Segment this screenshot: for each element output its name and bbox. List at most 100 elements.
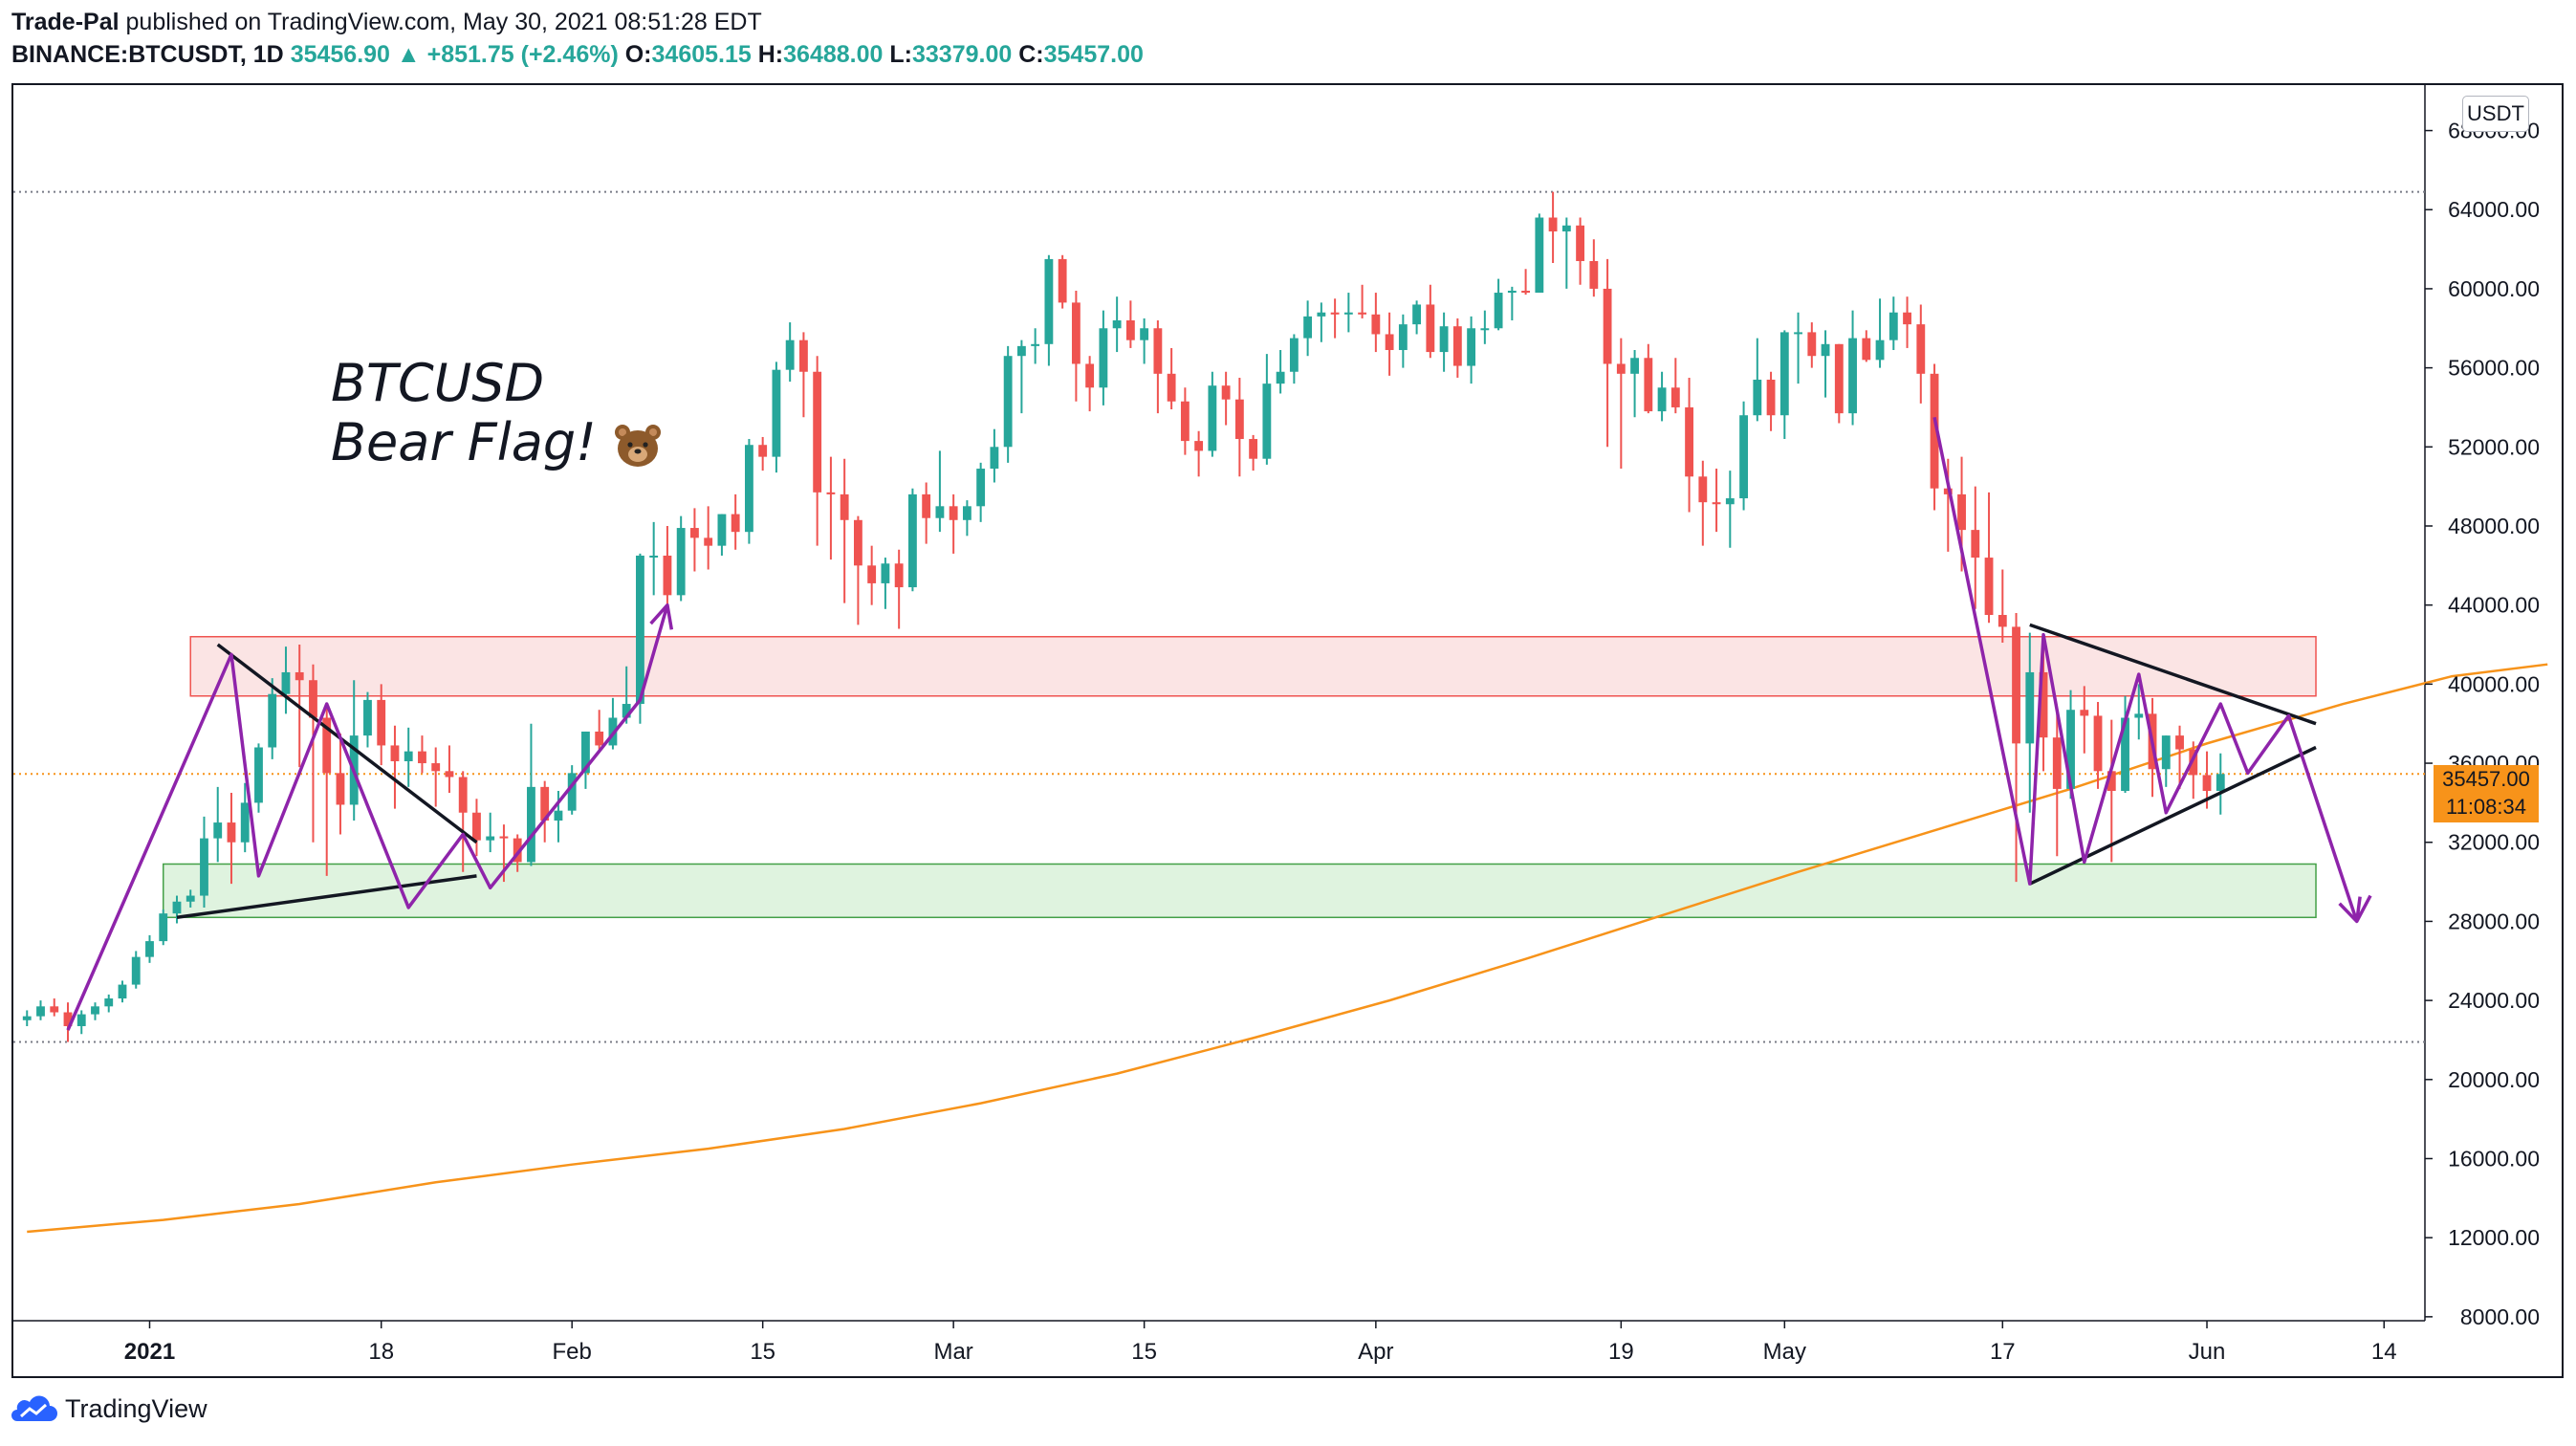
candle-body	[690, 528, 699, 538]
last-price-tag-value: 35457.00	[2442, 767, 2530, 791]
candle-body	[1371, 314, 1381, 335]
candle-body	[717, 514, 727, 546]
moving-average-layer	[27, 663, 2548, 1234]
time-tick-label: 15	[1131, 1339, 1157, 1365]
tradingview-cloud-icon	[11, 1395, 57, 1421]
footer[interactable]: TradingView	[10, 1394, 207, 1424]
candle-body	[309, 680, 317, 718]
candle-body	[390, 745, 400, 761]
price-axis[interactable]: 8000.00 12000.00 16000.00 20000.00 24000.00 2…	[2425, 119, 2540, 1329]
candle-body	[636, 555, 644, 705]
candle-body	[404, 751, 413, 761]
candle-body	[213, 822, 223, 839]
candle-body	[1330, 312, 1340, 315]
candle-body	[499, 836, 509, 839]
projection-path	[1932, 416, 2359, 922]
candle-body	[772, 369, 781, 457]
candle-body	[1670, 387, 1680, 407]
candle-body	[1916, 324, 1926, 374]
trend-line	[2029, 745, 2317, 886]
candle-body	[1249, 439, 1258, 459]
high-label: H:	[757, 41, 784, 68]
high-value: 36488.00	[783, 41, 884, 68]
candle-body	[418, 751, 426, 764]
candle-body	[1535, 217, 1544, 294]
candle-body	[63, 1012, 73, 1026]
candle-body	[1794, 332, 1802, 335]
candle-body	[1262, 383, 1272, 459]
chart-annotation[interactable]: BTCUSD Bear Flag!	[331, 354, 663, 472]
candle-body	[2161, 735, 2171, 770]
candle-body	[1971, 530, 1980, 559]
candle-body	[1630, 358, 1639, 374]
candle-body	[1112, 319, 1122, 329]
candle-body	[1031, 343, 1040, 346]
candle-body	[2093, 715, 2103, 772]
candle-body	[1140, 328, 1149, 340]
time-tick-label: 14	[2371, 1339, 2397, 1365]
candle-body	[50, 1006, 59, 1013]
candle-body	[1303, 316, 1313, 339]
candle-body	[799, 340, 808, 372]
candle-body	[1930, 373, 1939, 489]
candle-body	[1561, 225, 1571, 231]
time-tick-label: Mar	[933, 1339, 972, 1365]
symbol-label[interactable]: BINANCE:BTCUSDT, 1D	[11, 41, 284, 68]
author-name[interactable]: Trade-Pal	[11, 9, 120, 35]
zone-1	[162, 863, 2317, 919]
candle-body	[758, 445, 768, 457]
candle-body	[472, 812, 481, 841]
price-tick-label: 32000.00	[2448, 830, 2540, 855]
candle-body	[1903, 312, 1911, 325]
candle-body	[1221, 385, 1231, 400]
candle-body	[595, 731, 604, 746]
candle-body	[962, 506, 971, 520]
candle-body	[1099, 328, 1108, 388]
candles-layer	[22, 191, 2225, 1042]
candle-body	[1494, 293, 1503, 329]
candle-body	[881, 563, 890, 583]
candle-body	[1644, 358, 1653, 412]
price-tick-label: 8000.00	[2460, 1304, 2540, 1329]
candle-body	[118, 984, 127, 999]
price-tick-label: 56000.00	[2448, 356, 2540, 381]
drawings-layer	[66, 416, 2372, 1031]
currency-label[interactable]: USDT	[2462, 96, 2529, 132]
time-tick-label: Feb	[553, 1339, 592, 1365]
candle-body	[1343, 312, 1353, 315]
candle-body	[1385, 334, 1394, 351]
time-axis[interactable]: 2021 18 Feb 15 Mar 15 Apr 19 May 17 Jun 14	[124, 1321, 2397, 1365]
candle-body	[922, 493, 931, 518]
candle-body	[2066, 710, 2075, 789]
price-tick-label: 20000.00	[2448, 1067, 2540, 1092]
candle-body	[513, 838, 522, 863]
price-tick-label: 16000.00	[2448, 1146, 2540, 1171]
candle-body	[36, 1006, 45, 1017]
candle-body	[540, 786, 550, 821]
candle-body	[581, 731, 590, 774]
candle-body	[1834, 343, 1844, 414]
candle-body	[1698, 476, 1708, 503]
candle-body	[295, 671, 304, 681]
last-price-tag: 35457.00 11:08:34	[2434, 765, 2539, 822]
candle-body	[76, 1014, 86, 1026]
chart-frame	[11, 83, 2564, 1378]
candle-body	[1317, 312, 1326, 317]
price-tick-label: 48000.00	[2448, 514, 2540, 538]
arrow-head	[649, 602, 674, 630]
annotation-line-2: Bear Flag!	[331, 412, 597, 472]
price-tick-label: 40000.00	[2448, 671, 2540, 696]
candle-body	[622, 704, 631, 718]
candle-body	[1153, 328, 1163, 374]
candle-body	[1657, 387, 1667, 412]
candle-body	[1875, 340, 1885, 361]
price-tick-label: 60000.00	[2448, 276, 2540, 301]
candle-body	[2175, 735, 2184, 750]
candle-body	[1452, 326, 1462, 366]
time-tick-label: 19	[1608, 1339, 1634, 1365]
candle-body	[1685, 406, 1693, 477]
candle-body	[731, 514, 740, 533]
candle-body	[268, 693, 277, 748]
candle-body	[2039, 671, 2048, 738]
